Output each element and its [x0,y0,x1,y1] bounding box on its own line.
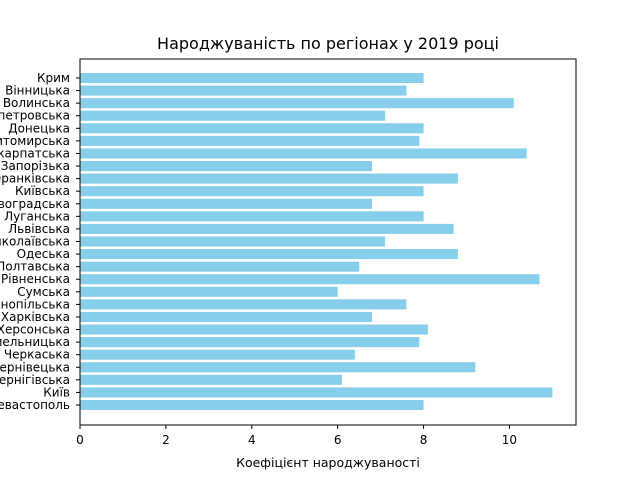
y-tick-label: Волинська [3,96,70,110]
bar [80,211,424,222]
y-tick-label: Полтавська [0,260,70,274]
bar [80,286,338,297]
y-tick-label: Кіровоградська [0,197,70,211]
y-tick-label: Херсонська [0,323,70,337]
bar [80,311,373,322]
bar [80,223,454,234]
bar [80,148,527,159]
bars-layer [80,72,553,411]
y-tick-label: Закарпатська [0,146,70,160]
y-tick-label: Рівненська [1,272,70,286]
y-tick-label: Луганська [4,209,70,223]
bar [80,236,385,247]
bar [80,85,407,96]
y-tick-label: Чернігівська [0,373,70,387]
y-tick-label: Донецька [8,121,70,135]
bar [80,362,476,373]
y-tick-label: Дніпропетровська [0,109,70,123]
bar [80,123,424,134]
y-axis-ticks: КримВінницькаВолинськаДніпропетровськаДо… [0,71,80,412]
y-tick-label: Чернівецька [0,360,70,374]
y-tick-label: Київська [15,184,70,198]
y-tick-label: Київ [43,385,70,399]
y-tick-label: Хмельницька [0,335,70,349]
bar [80,98,514,109]
bar [80,299,407,310]
y-tick-label: Тернопільська [0,297,70,311]
x-tick-label: 0 [76,433,84,447]
bar [80,387,553,398]
y-tick-label: Запорізька [1,159,70,173]
y-tick-label: Львівська [8,222,70,236]
y-tick-label: Черкаська [4,348,70,362]
x-tick-label: 6 [334,433,342,447]
y-tick-label: Севастополь [0,398,70,412]
x-axis-ticks: 0 2 4 6 8 10 [76,425,517,447]
y-tick-label: Харківська [1,310,70,324]
bar [80,324,428,335]
chart-title: Народжуваність по регіонах у 2019 році [157,34,499,53]
bar [80,274,540,285]
bar [80,198,373,209]
bar [80,399,424,411]
x-axis-label: Коефіцієнт народжуваності [236,455,420,470]
bar [80,161,373,172]
bar [80,337,420,348]
bar [80,110,385,121]
bar [80,135,420,146]
y-tick-label: Вінницька [5,84,70,98]
bar [80,374,342,385]
bar [80,261,360,272]
bar [80,186,424,197]
y-tick-label: Одеська [17,247,70,261]
y-tick-label: Сумська [17,285,70,299]
bar [80,72,424,84]
x-tick-label: 8 [420,433,428,447]
bar [80,173,458,184]
y-tick-label: Крим [37,71,70,85]
y-tick-label: Житомирська [0,134,70,148]
bar [80,349,355,360]
bar [80,249,458,260]
x-tick-label: 4 [248,433,256,447]
x-tick-label: 10 [502,433,517,447]
y-tick-label: Івано-Франківська [0,172,70,186]
x-tick-label: 2 [162,433,170,447]
plot-frame [79,58,577,426]
y-tick-label: Миколаївська [0,235,70,249]
